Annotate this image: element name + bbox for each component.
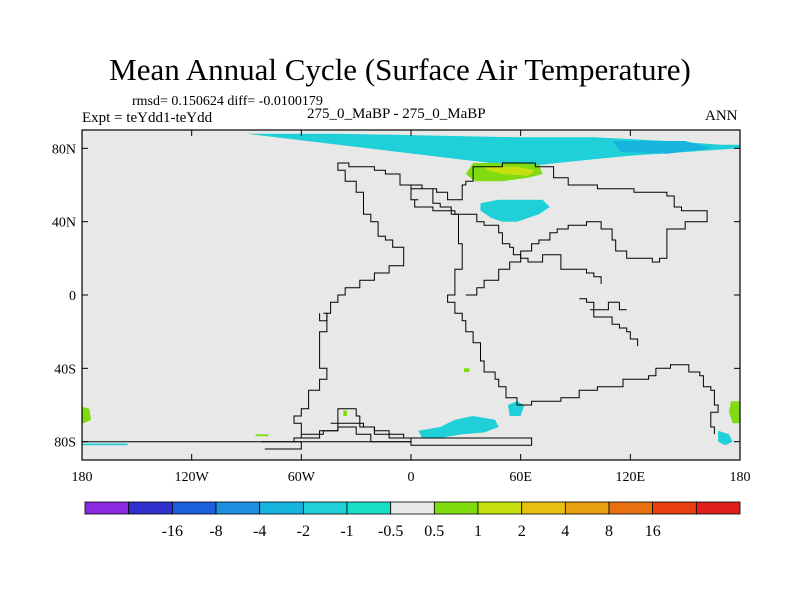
colorbar-box bbox=[302, 501, 348, 515]
x-tick-label: 180 bbox=[730, 470, 751, 485]
coastline-0 bbox=[82, 162, 602, 443]
colorbar-label: 8 bbox=[605, 523, 613, 540]
anomaly-layer bbox=[82, 133, 740, 446]
colorbar-label: 16 bbox=[645, 523, 661, 540]
x-tick-label: 180 bbox=[72, 470, 93, 485]
colorbar-box bbox=[608, 501, 654, 515]
x-tick-label: 60E bbox=[509, 470, 532, 485]
region-east-cyan-corner bbox=[718, 430, 733, 446]
region-small-green-2 bbox=[464, 368, 470, 372]
colorbar: -16 -8 -4 -2 -1 -0.5 0.5 1 2 4 8 16 bbox=[84, 501, 741, 540]
y-tick-label: 40S bbox=[54, 362, 76, 377]
stats-label: rmsd= 0.150624 diff= -0.0100179 bbox=[132, 94, 323, 109]
season-label: ANN bbox=[705, 108, 738, 124]
coastline-3 bbox=[330, 408, 404, 439]
colorbar-label: 2 bbox=[518, 523, 526, 540]
colorbar-box bbox=[477, 501, 523, 515]
colorbar-box bbox=[128, 501, 173, 515]
colorbar-box bbox=[564, 501, 610, 515]
colorbar-label: -16 bbox=[162, 523, 183, 540]
y-tick-label: 80S bbox=[54, 436, 76, 451]
coastline-layer bbox=[82, 162, 719, 450]
region-arctic-cyan-core bbox=[612, 141, 713, 154]
colorbar-box bbox=[259, 501, 304, 515]
chart-title: Mean Annual Cycle (Surface Air Temperatu… bbox=[109, 52, 691, 87]
colorbar-label: -8 bbox=[209, 523, 222, 540]
colorbar-box bbox=[433, 501, 479, 515]
colorbar-label: -1 bbox=[340, 523, 353, 540]
region-sw-cyan-strip bbox=[82, 443, 128, 446]
region-south-cyan-blob bbox=[418, 416, 499, 438]
y-tick-label: 80N bbox=[52, 142, 76, 157]
coastline-1 bbox=[410, 162, 719, 435]
colorbar-label: -0.5 bbox=[378, 523, 403, 540]
region-north-yellow-patch bbox=[484, 166, 536, 176]
plot-background bbox=[82, 130, 740, 460]
region-asia-cyan-blob bbox=[480, 199, 550, 222]
region-small-green-3 bbox=[343, 410, 347, 416]
colorbar-box bbox=[652, 501, 697, 515]
axis-ticks: 180 120W 60W 0 60E 120E 180 80N 40N 0 40S 80S bbox=[52, 130, 751, 485]
colorbar-label: 4 bbox=[561, 523, 569, 540]
region-west-green-edge bbox=[82, 406, 92, 424]
region-small-green-1 bbox=[255, 434, 269, 437]
coastline-4 bbox=[301, 426, 533, 446]
coastline-5 bbox=[590, 309, 639, 347]
coastline-8 bbox=[261, 441, 302, 450]
coastline-6 bbox=[579, 298, 627, 311]
colorbar-label: -4 bbox=[253, 523, 266, 540]
colorbar-label: 0.5 bbox=[424, 523, 444, 540]
colorbar-box bbox=[171, 501, 217, 515]
colorbar-box bbox=[346, 501, 392, 515]
colorbar-box bbox=[390, 501, 435, 515]
coastline-7 bbox=[319, 312, 328, 322]
center-label: 275_0_MaBP - 275_0_MaBP bbox=[307, 106, 486, 122]
colorbar-box bbox=[695, 501, 741, 515]
colorbar-box bbox=[521, 501, 566, 515]
colorbar-label: 1 bbox=[474, 523, 482, 540]
x-tick-label: 60W bbox=[288, 470, 316, 485]
y-tick-label: 40N bbox=[52, 216, 76, 231]
x-tick-label: 120W bbox=[175, 470, 210, 485]
region-east-green-edge bbox=[729, 401, 740, 424]
y-tick-label: 0 bbox=[69, 289, 76, 304]
x-tick-label: 120E bbox=[616, 470, 646, 485]
colorbar-label: -2 bbox=[297, 523, 310, 540]
colorbar-box bbox=[84, 501, 130, 515]
colorbar-box bbox=[215, 501, 261, 515]
experiment-label: Expt = teYdd1-teYdd bbox=[82, 110, 213, 126]
x-tick-label: 0 bbox=[408, 470, 415, 485]
